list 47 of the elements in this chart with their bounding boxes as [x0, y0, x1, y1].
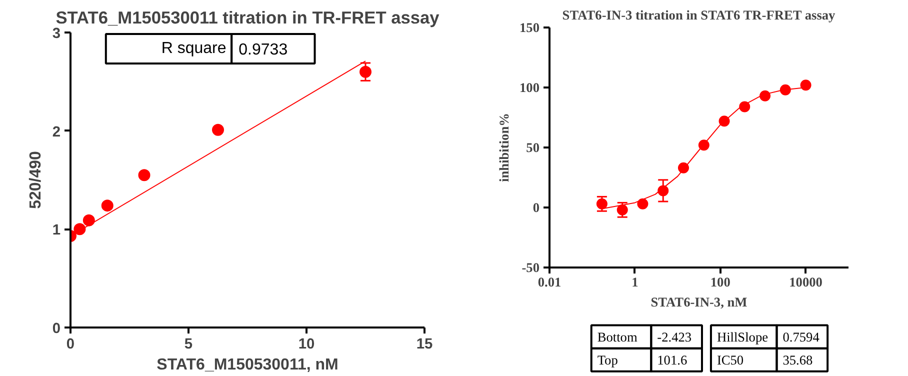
y-tick-label: 50 — [526, 140, 540, 155]
point — [698, 140, 710, 151]
x-tick-label: 10 — [298, 336, 315, 352]
point — [616, 204, 628, 216]
text: Top — [597, 352, 618, 368]
x-tick-label: 1 — [632, 274, 638, 290]
y-tick-label: 1 — [52, 222, 61, 239]
y-tick-label: 0 — [52, 321, 61, 337]
point — [101, 200, 114, 212]
y-tick-label: 3 — [52, 26, 61, 42]
point — [74, 223, 86, 236]
point — [82, 214, 95, 226]
y-tick-label: 100 — [520, 80, 540, 95]
chart-title: STAT6-IN-3 titration in STAT6 TR-FRET assay — [562, 8, 836, 22]
point — [658, 185, 669, 196]
y-tick-label: 150 — [520, 20, 540, 35]
text: 35.68 — [782, 352, 814, 368]
text: IC50 — [716, 352, 744, 368]
x-tick-label: 0 — [66, 336, 75, 352]
text: Bottom — [597, 329, 638, 344]
point — [637, 198, 648, 210]
text: HillSlope — [716, 329, 768, 344]
x-tick-label: 5 — [184, 336, 193, 352]
x-tick-label: 0.01 — [538, 274, 562, 290]
chart-title: STAT6_M150530011 titration in TR-FRET assay — [56, 8, 440, 28]
x-tick-label: 100 — [710, 274, 731, 290]
y-tick-label: 0 — [532, 200, 540, 215]
y-axis-title: 520/490 — [27, 150, 44, 209]
point — [212, 124, 224, 136]
point — [360, 66, 372, 78]
point — [760, 90, 771, 102]
x-axis-title: STAT6-IN-3, nM — [650, 294, 748, 310]
x-axis-title: STAT6_M150530011, nM — [156, 356, 338, 374]
point — [678, 162, 689, 174]
annotation: R square — [161, 40, 226, 58]
y-tick-label: -50 — [522, 260, 540, 275]
point — [800, 80, 812, 91]
text: -2.423 — [657, 329, 692, 344]
x-tick-label: 10000 — [789, 274, 823, 290]
y-tick-label: 2 — [52, 124, 61, 140]
annotation: 0.9733 — [238, 42, 288, 59]
text: 101.6 — [657, 352, 688, 368]
text: 0.7594 — [782, 329, 820, 344]
point — [138, 169, 150, 182]
x-tick-label: 15 — [416, 336, 433, 352]
point — [739, 101, 750, 112]
y-axis-title: inhibition% — [496, 113, 512, 182]
